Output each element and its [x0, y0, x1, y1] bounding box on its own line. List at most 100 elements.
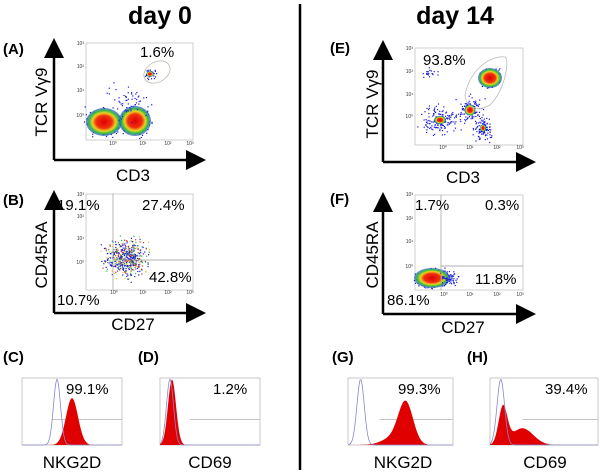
- event-dot: [139, 263, 141, 265]
- event-dot: [454, 285, 456, 287]
- event-dot: [471, 115, 473, 117]
- event-dot: [477, 125, 479, 128]
- event-dot: [132, 251, 135, 253]
- event-dot: [423, 126, 425, 128]
- event-dot: [124, 263, 126, 265]
- event-dot: [437, 103, 440, 105]
- panel-label: (F): [330, 191, 349, 208]
- event-dot: [141, 255, 143, 257]
- event-dot: [438, 113, 440, 115]
- event-dot: [449, 275, 451, 277]
- event-dot: [119, 254, 121, 256]
- event-dot: [133, 254, 135, 256]
- event-dot: [449, 276, 451, 278]
- event-dot: [126, 265, 128, 268]
- event-dot: [442, 124, 444, 126]
- event-dot: [450, 279, 452, 281]
- event-dot: [455, 116, 457, 118]
- event-dot: [482, 123, 484, 125]
- event-dot: [444, 285, 446, 287]
- event-dot: [111, 265, 113, 267]
- event-dot: [478, 138, 481, 141]
- event-dot: [120, 258, 122, 260]
- event-dot: [118, 263, 120, 265]
- event-dot: [134, 248, 136, 250]
- event-dot: [125, 251, 127, 253]
- event-dot: [476, 126, 478, 128]
- event-dot: [121, 245, 123, 247]
- event-dot: [148, 251, 150, 253]
- event-dot: [122, 103, 124, 105]
- event-dot: [446, 279, 448, 281]
- event-dot: [439, 124, 442, 126]
- event-dot: [462, 113, 464, 115]
- event-dot: [446, 117, 448, 119]
- event-dot: [124, 247, 126, 249]
- panel-label: (B): [3, 192, 24, 209]
- event-dot: [117, 108, 119, 110]
- event-dot: [116, 248, 118, 250]
- event-dot: [125, 95, 127, 97]
- event-dot: [453, 273, 455, 275]
- x-axis-label: NKG2D: [374, 453, 433, 472]
- event-dot: [125, 267, 127, 270]
- event-dot: [432, 115, 434, 117]
- event-dot: [135, 239, 137, 241]
- event-dot: [446, 273, 448, 275]
- y-axis-label: CD45RA: [363, 221, 382, 289]
- event-dot: [450, 274, 452, 276]
- event-dot: [131, 261, 133, 263]
- event-dot: [113, 257, 115, 259]
- event-dot: [128, 247, 130, 249]
- event-dot: [112, 265, 115, 268]
- column-title-day0: day 0: [128, 2, 192, 30]
- event-dot: [129, 248, 131, 250]
- event-dot: [423, 286, 425, 288]
- event-dot: [485, 125, 487, 127]
- event-dot: [134, 266, 136, 268]
- event-dot: [124, 271, 126, 273]
- event-dot: [115, 243, 117, 246]
- event-dot: [126, 260, 128, 263]
- event-dot: [443, 106, 445, 108]
- event-dot: [429, 123, 431, 125]
- event-dot: [425, 124, 427, 126]
- event-dot: [115, 241, 117, 243]
- event-dot: [431, 128, 433, 130]
- quadrant-upper-left: 1.7%: [415, 197, 449, 214]
- event-dot: [426, 72, 428, 74]
- event-dot: [443, 277, 445, 279]
- event-dot: [486, 126, 488, 128]
- event-dot: [130, 237, 133, 239]
- event-dot: [121, 256, 123, 258]
- event-dot: [447, 275, 450, 277]
- event-dot: [131, 92, 133, 94]
- event-dot: [137, 261, 139, 263]
- event-dot: [120, 249, 122, 251]
- event-dot: [489, 141, 491, 144]
- event-dot: [138, 95, 140, 97]
- event-dot: [434, 111, 436, 113]
- event-dot: [447, 124, 449, 126]
- event-dot: [141, 260, 143, 262]
- event-dot: [112, 107, 114, 109]
- plot-frame: [414, 194, 524, 291]
- event-dot: [478, 122, 480, 124]
- event-dot: [433, 126, 435, 128]
- event-dot: [138, 274, 140, 276]
- event-dot: [121, 268, 123, 270]
- event-dot: [139, 255, 141, 257]
- event-dot: [489, 134, 491, 136]
- event-dot: [131, 252, 133, 254]
- gate-percentage: 99.1%: [66, 381, 109, 398]
- event-dot: [151, 122, 153, 124]
- event-dot: [132, 254, 134, 256]
- event-dot: [118, 261, 120, 263]
- event-dot: [137, 270, 139, 273]
- event-dot: [456, 281, 458, 283]
- event-dot: [118, 100, 120, 102]
- event-dot: [130, 108, 132, 110]
- event-dot: [135, 241, 137, 244]
- event-dot: [116, 263, 118, 266]
- event-dot: [100, 244, 102, 246]
